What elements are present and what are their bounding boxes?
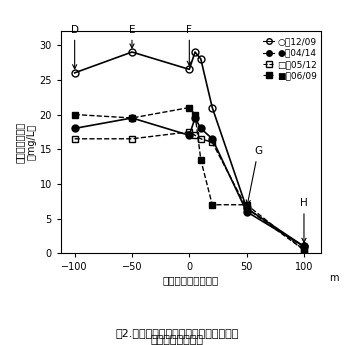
Text: 図2.更新草地から採草地への流入に伴う: 図2.更新草地から採草地への流入に伴う (115, 328, 239, 338)
Y-axis label: 確答性窒素濃度
（mg/L）: 確答性窒素濃度 （mg/L） (15, 122, 36, 163)
Text: D: D (71, 25, 79, 69)
Text: m: m (330, 273, 339, 283)
Text: H: H (300, 198, 308, 243)
Text: E: E (129, 25, 135, 48)
Legend: ○：12/09, ●：04/14, □：05/12, ■．06/09: ○：12/09, ●：04/14, □：05/12, ■．06/09 (261, 36, 319, 82)
Text: G: G (246, 146, 262, 204)
X-axis label: 更新草地からの距離: 更新草地からの距離 (163, 275, 219, 285)
Text: F: F (186, 25, 192, 65)
Text: 地下水水質の変動: 地下水水質の変動 (150, 335, 204, 345)
